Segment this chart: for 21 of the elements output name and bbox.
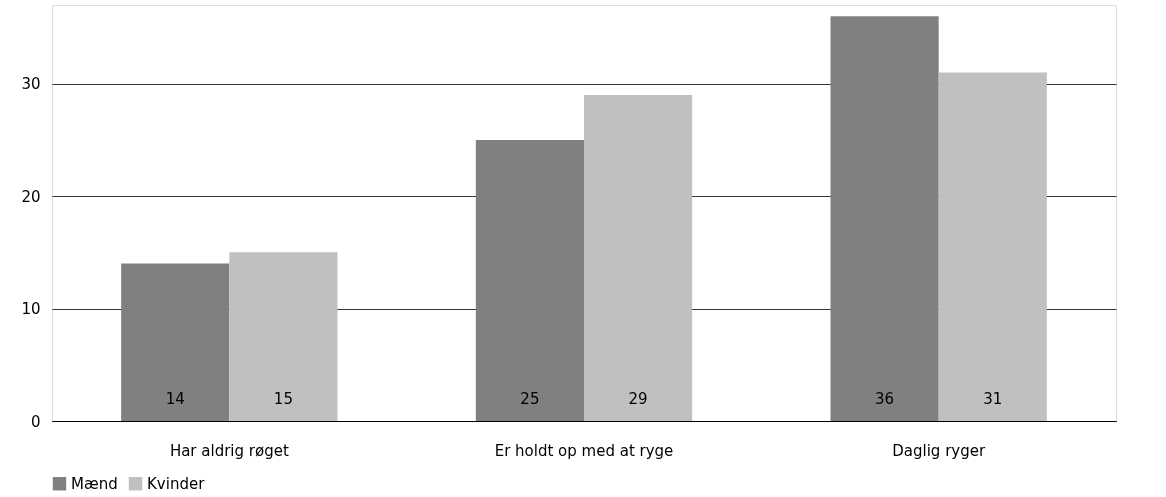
data-label: 25 xyxy=(520,390,540,408)
x-tick-label: Er holdt op med at ryge xyxy=(494,441,674,460)
data-label: 14 xyxy=(165,390,185,408)
legend-label: Mænd xyxy=(71,474,118,493)
bar xyxy=(938,72,1047,421)
data-label: 31 xyxy=(983,390,1003,408)
legend-label: Kvinder xyxy=(147,474,206,493)
data-label: 15 xyxy=(273,390,293,408)
x-tick-label: Har aldrig røget xyxy=(169,441,289,460)
bar xyxy=(121,263,230,421)
bar xyxy=(584,94,693,421)
y-tick-label: 0 xyxy=(30,412,41,431)
x-tick-label: Daglig ryger xyxy=(892,441,986,460)
y-tick-label: 30 xyxy=(21,75,41,94)
data-label: 36 xyxy=(875,390,895,408)
data-label: 29 xyxy=(628,390,648,408)
bar xyxy=(229,252,338,421)
bar xyxy=(830,16,939,421)
bar xyxy=(475,139,584,421)
y-tick-label: 10 xyxy=(21,300,41,319)
y-tick-label: 20 xyxy=(21,187,41,206)
